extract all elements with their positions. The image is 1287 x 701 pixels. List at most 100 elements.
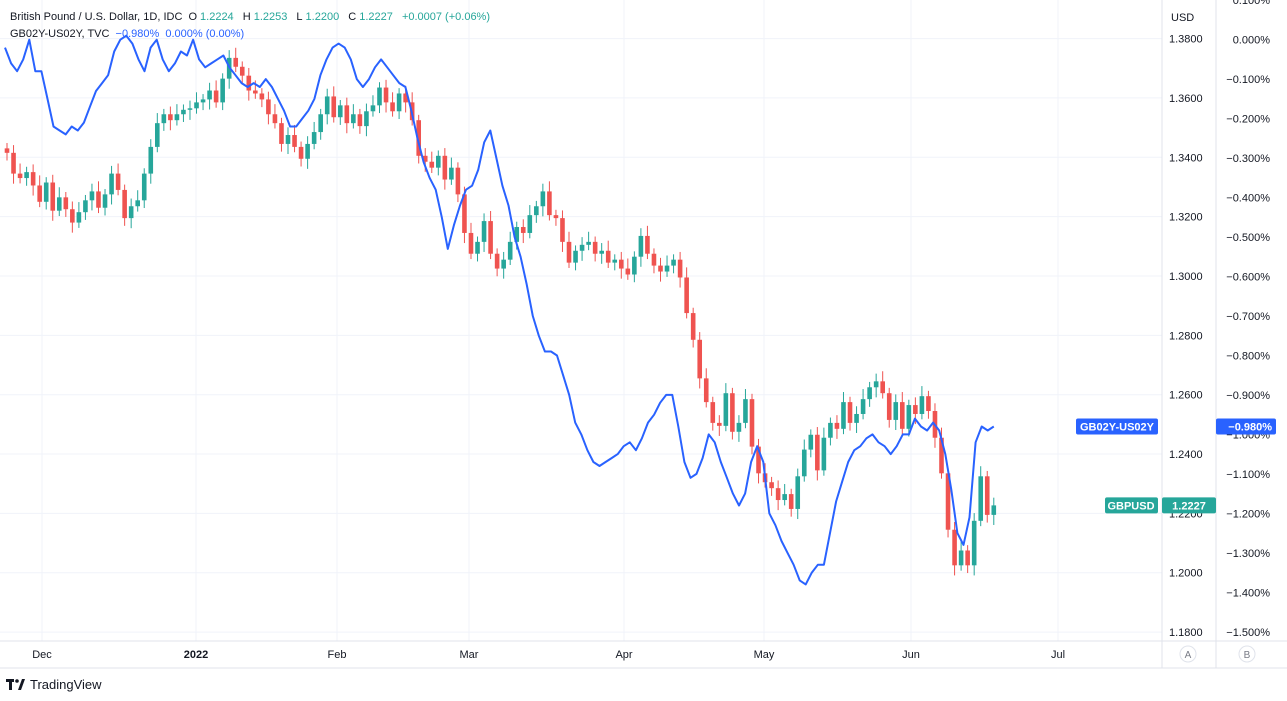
percent-tick-label: −1.200%	[1226, 508, 1270, 520]
percent-tick-label: −0.900%	[1226, 390, 1270, 402]
candle-body	[984, 476, 990, 515]
candle-body	[684, 277, 689, 314]
candle-body	[906, 405, 912, 429]
price-tick-label: 1.3200	[1169, 212, 1203, 224]
axis-a-button-label[interactable]: A	[1185, 650, 1192, 661]
candle-body	[723, 393, 729, 426]
candle-body	[664, 265, 670, 272]
candle-body	[4, 148, 10, 153]
candle-body	[30, 172, 36, 186]
candle-body	[710, 402, 716, 423]
candle-body	[396, 93, 402, 112]
candle-body	[514, 227, 520, 242]
candle-body	[854, 413, 859, 423]
candle-body	[658, 265, 663, 272]
spread-line-series	[4, 34, 995, 586]
candle-body	[390, 102, 395, 112]
candle-body	[239, 66, 245, 76]
low-value: 1.2200	[305, 11, 340, 23]
price-tick-label: 1.2800	[1169, 330, 1203, 342]
candle-body	[253, 90, 258, 94]
close-label: C 1.2227	[348, 11, 396, 23]
candle-body	[357, 114, 363, 127]
axes: USD 1.3800 1.3600 1.3400 1.3200 1.3000 1.2800 1…	[0, 0, 1287, 669]
spread-legend-title: GB02Y-US02Y, TVC	[10, 28, 110, 40]
candle-body	[893, 402, 899, 420]
candle-body	[311, 132, 317, 144]
candle-body	[795, 476, 801, 509]
percent-tick-label: −0.700%	[1226, 311, 1270, 323]
candle-body	[351, 114, 356, 124]
candle-body	[63, 197, 69, 210]
candle-body	[697, 339, 703, 379]
price-tick-label: 1.1800	[1169, 627, 1203, 639]
axis-b-button[interactable]	[1238, 645, 1256, 663]
candle-body	[331, 96, 337, 118]
percent-tick-label: −1.400%	[1226, 587, 1270, 599]
candle-body	[279, 123, 284, 144]
axis-a-button[interactable]	[1179, 645, 1197, 663]
time-tick-label: Jun	[902, 649, 920, 661]
candle-body	[292, 135, 297, 147]
axis-b-button-label[interactable]: B	[1244, 650, 1251, 661]
candle-body	[841, 402, 846, 429]
candle-body	[246, 75, 252, 91]
percent-tick-label: −0.400%	[1226, 193, 1270, 205]
price-tick-label: 1.2000	[1169, 568, 1203, 580]
price-value-tag	[1162, 497, 1216, 514]
candle-body	[632, 256, 637, 275]
candle-body	[272, 114, 278, 124]
percent-tick-label: −0.500%	[1226, 232, 1270, 244]
tradingview-logo-icon	[6, 678, 25, 690]
change-value: +0.0007 (+0.06%)	[401, 11, 491, 23]
candle-body	[403, 93, 408, 103]
candle-body	[834, 422, 840, 429]
candle-body	[677, 259, 683, 278]
candle-body	[475, 241, 480, 254]
candle-body	[605, 250, 611, 263]
candle-body	[174, 114, 180, 121]
percent-tick-label: −0.600%	[1226, 272, 1270, 284]
candle-body	[645, 235, 650, 254]
candle-body	[873, 381, 879, 388]
candle-body	[161, 114, 167, 124]
gbpusd-legend: British Pound / U.S. Dollar, 1D, IDC O 1.…	[10, 11, 493, 23]
tradingview-logo[interactable]: TradingView	[6, 677, 102, 692]
candle-body	[782, 494, 787, 501]
candle-body	[455, 167, 461, 195]
currency-label: USD	[1171, 12, 1194, 24]
candle-body	[690, 313, 696, 340]
low-label: L 1.2200	[296, 11, 342, 23]
price-tick-label: 1.3600	[1169, 93, 1203, 105]
candle-body	[625, 268, 631, 275]
candle-body	[599, 250, 604, 254]
candle-body	[89, 191, 95, 201]
candle-body	[449, 167, 454, 180]
candle-body	[70, 209, 75, 223]
candle-body	[815, 434, 820, 471]
candle-body	[194, 102, 199, 109]
time-tick-label: Jul	[1051, 649, 1065, 661]
candle-body	[520, 227, 526, 233]
candle-body	[703, 378, 709, 403]
price-tick-label: 1.2400	[1169, 449, 1203, 461]
candle-body	[364, 111, 369, 127]
candle-body	[540, 191, 546, 207]
candle-body	[383, 87, 389, 103]
candle-body	[200, 99, 206, 103]
candle-body	[494, 253, 500, 269]
time-tick-label: Feb	[328, 649, 347, 661]
candle-body	[318, 114, 323, 133]
candle-body	[213, 90, 219, 103]
candle-body	[337, 105, 343, 118]
price-value-tag-text: 1.2227	[1172, 500, 1206, 512]
candle-body	[821, 437, 827, 471]
low-label-text: L	[296, 11, 303, 23]
candle-body	[436, 155, 441, 168]
candle-body	[377, 87, 382, 106]
time-tick-label: Mar	[460, 649, 479, 661]
candle-body	[952, 529, 957, 566]
candle-body	[128, 206, 134, 219]
candle-body	[266, 99, 271, 115]
